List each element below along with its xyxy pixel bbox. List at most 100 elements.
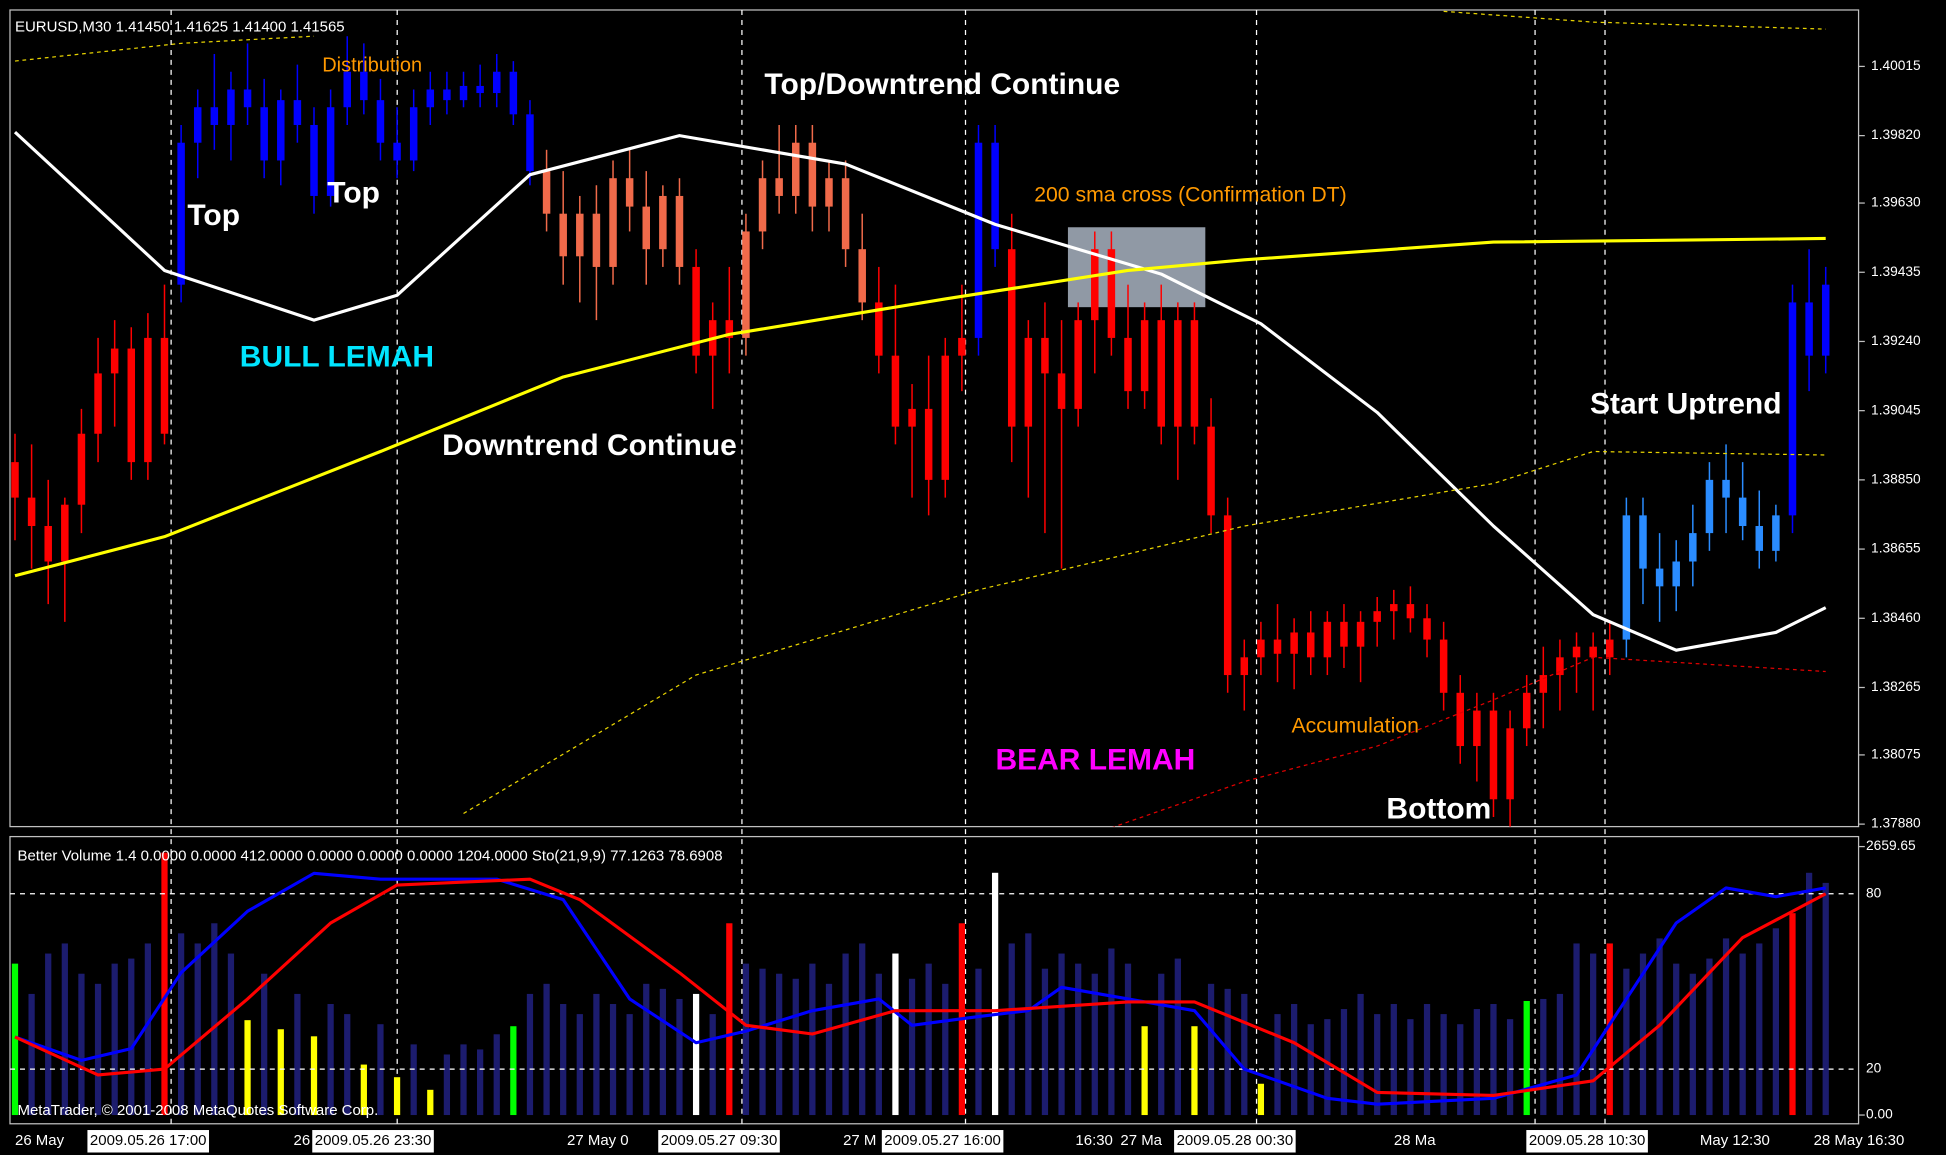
- candle-body: [426, 89, 435, 108]
- volume-bar: [61, 943, 68, 1116]
- volume-tick-label: 2659.65: [1866, 838, 1916, 853]
- volume-bar: [1706, 958, 1713, 1116]
- candle-body: [1738, 497, 1747, 527]
- volume-bar: [1241, 993, 1248, 1116]
- candle-body: [127, 348, 136, 463]
- volume-bar: [360, 1064, 367, 1116]
- y-tick-label: 1.39820: [1871, 127, 1921, 142]
- candle-body: [343, 71, 351, 108]
- candle-body: [144, 337, 152, 463]
- volume-bar: [1573, 943, 1580, 1116]
- annotation: Distribution: [322, 54, 422, 76]
- x-tick-label: 2009.05.27 09:30: [661, 1132, 778, 1149]
- annotation: Top: [187, 199, 240, 232]
- candle-body: [94, 373, 102, 434]
- candle-body: [277, 100, 285, 161]
- volume-bar: [510, 1026, 517, 1116]
- volume-bar: [194, 943, 201, 1116]
- volume-bar: [759, 968, 766, 1116]
- stochastic-line: [14, 877, 1827, 1098]
- indicator-line: [14, 236, 1826, 578]
- candle-body: [1506, 728, 1514, 800]
- x-tick-label: 26: [294, 1132, 311, 1149]
- volume-bar: [227, 953, 235, 1116]
- volume-bar: [261, 973, 268, 1116]
- volume-bar: [1722, 938, 1730, 1116]
- candle-body: [1705, 479, 1714, 534]
- candle-body: [858, 249, 866, 303]
- candle-body: [1356, 621, 1365, 647]
- stochastic-line: [14, 871, 1826, 1106]
- volume-bar: [1556, 993, 1564, 1116]
- candle-body: [1323, 621, 1332, 658]
- candle-body: [642, 206, 650, 250]
- candle-body: [1755, 526, 1764, 551]
- candle-body: [742, 231, 750, 338]
- candle-body: [443, 89, 451, 101]
- volume-bar: [709, 1014, 716, 1116]
- candle-body: [1340, 621, 1348, 647]
- candle-body: [891, 355, 900, 427]
- candle-body: [1556, 657, 1564, 676]
- volume-bar: [1091, 973, 1098, 1116]
- candle-body: [1406, 604, 1415, 619]
- volume-bar: [875, 973, 882, 1116]
- y-tick-label: 1.38075: [1871, 747, 1921, 762]
- candle-body: [526, 114, 534, 172]
- annotation: 200 sma cross (Confirmation DT): [1034, 184, 1347, 207]
- candle-body: [958, 337, 966, 356]
- candle-body: [77, 433, 86, 505]
- candle-body: [492, 71, 501, 94]
- candle-body: [941, 355, 950, 480]
- candle-body: [1689, 533, 1697, 562]
- volume-bar: [676, 998, 683, 1116]
- candle-body: [1074, 320, 1082, 409]
- candle-body: [592, 213, 601, 267]
- candle-body: [1390, 604, 1398, 612]
- candle-body: [1672, 561, 1680, 587]
- volume-bar: [560, 1004, 567, 1116]
- candle-body: [1456, 692, 1464, 747]
- indicator-line: [1443, 10, 1826, 30]
- candle-body: [260, 107, 268, 161]
- volume-bar: [908, 978, 916, 1116]
- x-tick-label: 2009.05.26 17:00: [90, 1132, 207, 1149]
- candle-body: [1290, 632, 1298, 654]
- candle-body: [1007, 249, 1016, 427]
- volume-bar: [1490, 1004, 1497, 1116]
- volume-bar: [1207, 983, 1215, 1116]
- indicator-line: [13, 130, 1827, 652]
- volume-bar: [1075, 963, 1082, 1116]
- volume-bar: [28, 993, 35, 1116]
- volume-bar: [776, 973, 783, 1116]
- volume-bar: [477, 1049, 484, 1116]
- candle-body: [1257, 639, 1265, 658]
- x-tick-label: 2009.05.28 10:30: [1529, 1132, 1646, 1149]
- volume-bar: [94, 983, 102, 1116]
- candle-body: [326, 107, 335, 196]
- x-tick-label: 27 M: [843, 1132, 876, 1149]
- candle-body: [1190, 320, 1199, 427]
- candle-body: [1606, 639, 1614, 658]
- candle-body: [1655, 568, 1664, 587]
- volume-bar: [427, 1089, 434, 1116]
- volume-bar: [792, 978, 799, 1116]
- y-tick-label: 1.38265: [1871, 679, 1921, 694]
- main-panel-frame: [9, 9, 1860, 828]
- indicator-line: [1112, 656, 1826, 827]
- candle-body: [625, 178, 634, 207]
- volume-bar: [842, 953, 849, 1116]
- x-label-box: [312, 1130, 434, 1153]
- candle-body: [908, 408, 916, 427]
- annotation: Top/Downtrend Continue: [764, 68, 1120, 101]
- candle-body: [1306, 632, 1315, 658]
- y-tick-label: 1.38850: [1871, 471, 1921, 486]
- y-tick-label: 1.39630: [1871, 195, 1921, 210]
- candle-body: [1024, 337, 1033, 427]
- candle-body: [243, 89, 252, 108]
- volume-bar: [1639, 953, 1647, 1116]
- main-plot: [11, 10, 1830, 827]
- volume-bar: [1440, 1014, 1447, 1116]
